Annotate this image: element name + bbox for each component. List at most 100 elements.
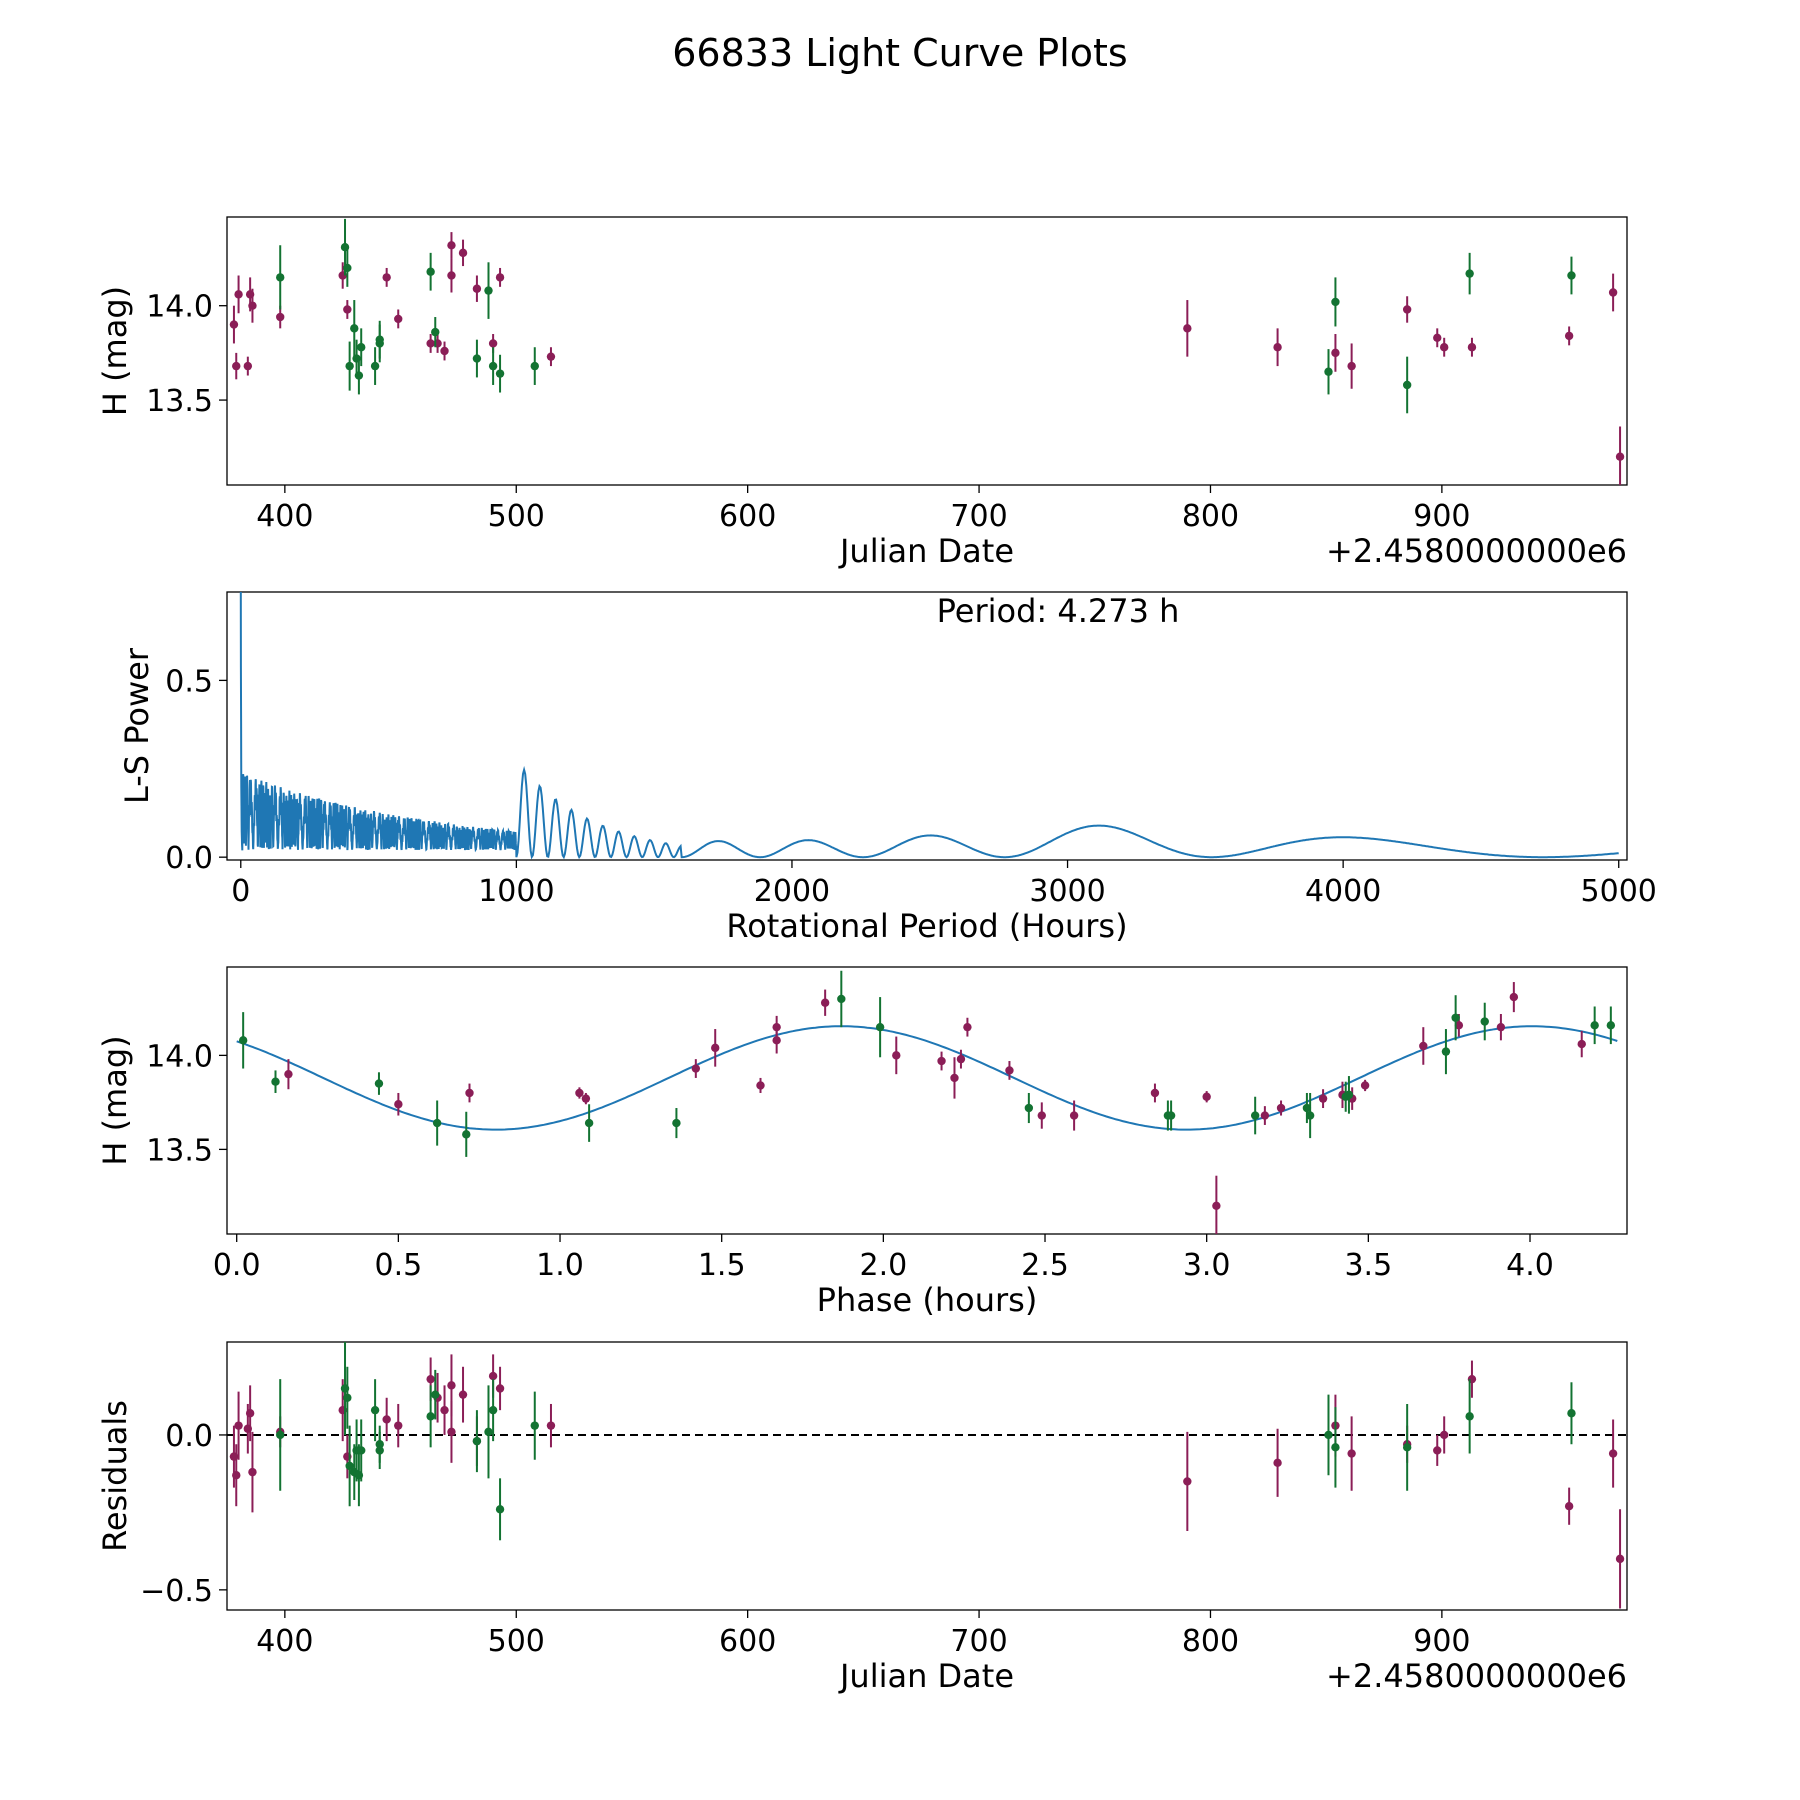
data-point — [756, 1081, 765, 1090]
data-point — [1276, 1103, 1286, 1113]
data-point — [1318, 1094, 1328, 1103]
data-point — [1360, 1081, 1370, 1090]
data-point — [431, 1390, 440, 1399]
data-point — [950, 1073, 959, 1083]
x-tick-label: 900 — [1413, 1624, 1470, 1659]
data-point — [1615, 1554, 1625, 1564]
data-point — [1202, 1092, 1211, 1101]
x-tick-label: 400 — [256, 499, 313, 534]
data-point — [1331, 348, 1340, 358]
data-point — [447, 1427, 456, 1437]
plot-area — [236, 970, 1618, 1234]
data-point — [1402, 305, 1412, 314]
y-tick-label: 0.0 — [165, 841, 213, 876]
data-point — [1069, 1111, 1079, 1120]
data-point — [394, 1100, 403, 1109]
x-tick-label: 900 — [1413, 499, 1470, 534]
data-point — [229, 320, 239, 329]
data-point — [232, 1471, 241, 1480]
data-point — [484, 1427, 493, 1437]
data-point — [1037, 1111, 1046, 1120]
x-tick-label: 3.0 — [1183, 1248, 1231, 1283]
data-point — [394, 314, 403, 324]
y-tick-label: 0.5 — [165, 664, 213, 699]
x-tick-label: 400 — [256, 1624, 313, 1659]
y-tick-label: 14.0 — [146, 1039, 213, 1074]
data-point — [447, 271, 456, 280]
model-curve — [236, 1025, 1618, 1131]
periodogram-panel: 0 1000 2000 3000 4000 5000 0.0 0.5 Rotational Pe… — [118, 591, 1657, 945]
data-point — [488, 361, 498, 371]
data-point — [245, 1409, 255, 1418]
data-point — [1564, 1502, 1574, 1511]
data-point — [581, 1094, 591, 1103]
data-point — [875, 1022, 885, 1032]
data-point — [1606, 1021, 1616, 1030]
data-point — [495, 1505, 505, 1514]
data-point — [1608, 1449, 1618, 1458]
data-point — [238, 1036, 248, 1045]
data-point — [1402, 1443, 1412, 1452]
data-point — [447, 1381, 456, 1390]
data-point — [375, 335, 384, 344]
phased-lightcurve-panel: 0.0 0.5 1.0 1.5 2.0 2.5 3.0 3.5 4.0 13.5 14.0 Phase… — [96, 966, 1628, 1319]
plot-area — [239, 592, 1619, 860]
data-point — [343, 305, 352, 314]
data-point — [963, 1022, 972, 1032]
data-point — [243, 361, 253, 371]
data-point — [472, 284, 482, 293]
data-point — [426, 267, 435, 276]
data-point — [440, 1405, 449, 1415]
x-tick-label: 4000 — [1305, 874, 1381, 909]
plot-frame — [226, 966, 1628, 1235]
data-point — [370, 361, 380, 371]
data-point — [426, 1374, 435, 1384]
data-point — [431, 327, 440, 337]
x-axis-label: Phase (hours) — [817, 1281, 1038, 1319]
data-point — [937, 1056, 946, 1066]
data-point — [1454, 1021, 1464, 1030]
period-annotation: Period: 4.273 h — [937, 592, 1180, 630]
x-tick-label: 1.0 — [536, 1248, 584, 1283]
y-tick-label: −0.5 — [140, 1574, 213, 1609]
data-point — [488, 1371, 498, 1381]
plot-frame — [226, 216, 1628, 486]
data-point — [382, 1415, 391, 1424]
data-point — [1260, 1111, 1270, 1120]
data-point — [711, 1043, 720, 1053]
data-point — [546, 1421, 556, 1430]
data-point — [1005, 1066, 1014, 1075]
x-offset-label: +2.4580000000e6 — [1326, 1657, 1627, 1695]
data-point — [284, 1069, 293, 1079]
x-tick-label: 700 — [950, 499, 1007, 534]
data-point — [276, 312, 285, 322]
data-point — [956, 1054, 966, 1064]
x-tick-label: 700 — [950, 1624, 1007, 1659]
y-axis-label: Residuals — [96, 1400, 134, 1552]
x-tick-label: 1000 — [478, 874, 554, 909]
data-point — [276, 1430, 285, 1440]
x-tick-label: 4.0 — [1506, 1248, 1554, 1283]
data-point — [1441, 1047, 1451, 1056]
data-point — [1212, 1201, 1221, 1210]
data-point — [1305, 1111, 1315, 1120]
data-point — [357, 1446, 366, 1455]
data-point — [1024, 1103, 1034, 1113]
x-tick-label: 2000 — [754, 874, 830, 909]
data-point — [1183, 324, 1192, 333]
data-point — [271, 1077, 280, 1086]
data-point — [1402, 380, 1412, 390]
data-point — [458, 248, 468, 258]
plot-frame — [226, 591, 1628, 861]
x-tick-label: 500 — [488, 1624, 545, 1659]
data-point — [1608, 288, 1618, 297]
data-point — [691, 1064, 701, 1073]
residuals-panel: 400 500 600 700 800 900 −0.5 0.0 Julian Date Resi… — [96, 1341, 1628, 1695]
x-tick-label: 800 — [1182, 1624, 1239, 1659]
data-point — [234, 1421, 243, 1430]
data-point — [1496, 1022, 1506, 1032]
data-point — [575, 1088, 584, 1098]
data-point — [1509, 992, 1519, 1002]
x-tick-label: 3000 — [1029, 874, 1105, 909]
